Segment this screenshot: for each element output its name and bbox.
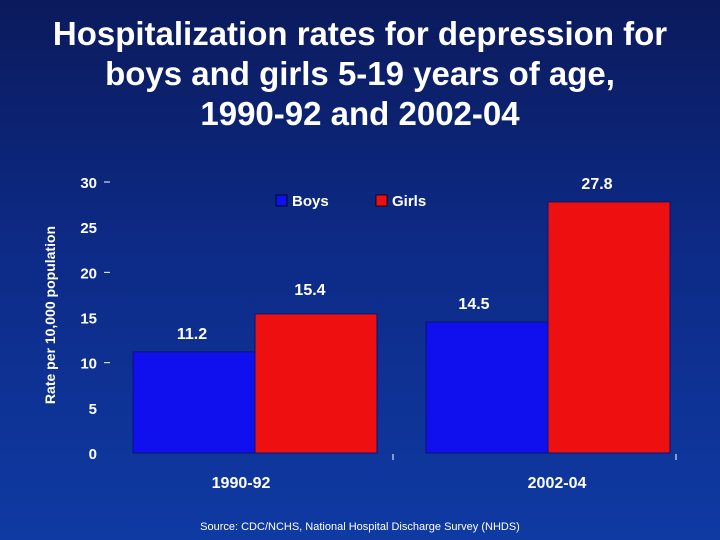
chart-title: Hospitalization rates for depression for… xyxy=(0,14,720,134)
data-label: 27.8 xyxy=(581,176,612,193)
bar xyxy=(547,201,671,454)
x-tick-label: 2002-04 xyxy=(528,475,587,492)
y-tick-label: 20 xyxy=(80,265,97,282)
data-label: 14.5 xyxy=(458,296,489,313)
x-tick-label: 1990-92 xyxy=(212,475,271,492)
title-line-2: boys and girls 5-19 years of age, xyxy=(105,55,615,92)
legend-swatch xyxy=(375,194,388,207)
source-note: Source: CDC/NCHS, National Hospital Disc… xyxy=(200,521,520,533)
data-label: 15.4 xyxy=(294,282,325,299)
data-label: 11.2 xyxy=(177,326,207,343)
y-tick-label: 0 xyxy=(89,446,97,463)
bar xyxy=(425,321,549,454)
legend-label: Girls xyxy=(392,193,426,210)
title-line-3: 1990-92 and 2002-04 xyxy=(200,95,520,132)
y-tick-label: 10 xyxy=(80,356,97,373)
y-axis-label: Rate per 10,000 population xyxy=(42,226,58,404)
title-line-1: Hospitalization rates for depression for xyxy=(52,15,668,52)
y-tick-label: 5 xyxy=(89,401,97,418)
legend-swatch xyxy=(275,194,288,207)
legend-label: Boys xyxy=(292,193,329,210)
bar xyxy=(254,313,378,454)
bar xyxy=(132,351,256,454)
y-tick-label: 30 xyxy=(80,175,97,192)
y-tick-label: 15 xyxy=(80,311,97,328)
y-tick-label: 25 xyxy=(80,220,97,237)
